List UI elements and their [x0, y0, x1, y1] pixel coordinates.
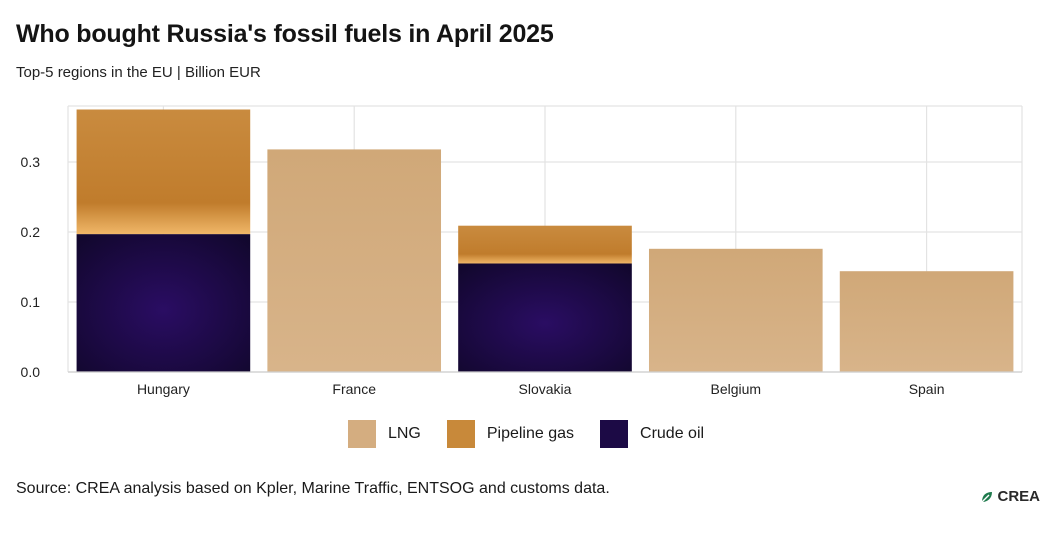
y-tick-label: 0.1	[21, 294, 41, 310]
chart-subtitle: Top-5 regions in the EU | Billion EUR	[16, 64, 261, 81]
crea-leaf-icon	[981, 491, 993, 502]
legend-swatch-pipeline-gas	[446, 420, 475, 448]
legend: LNG Pipeline gas Crude oil	[0, 420, 1052, 448]
x-tick-label-spain: Spain	[909, 381, 945, 397]
legend-swatch-lng	[347, 420, 376, 448]
y-tick-label: 0.2	[21, 224, 41, 240]
legend-label-pipeline-gas: Pipeline gas	[486, 425, 575, 442]
legend-item-pipeline-gas: Pipeline gas	[446, 420, 575, 448]
bar-hungary-crude-oil	[76, 234, 251, 372]
x-tick-label-belgium: Belgium	[711, 381, 762, 397]
bar-slovakia-crude-oil	[458, 263, 632, 372]
axes: 0.0 0.1 0.2 0.3 Hungary France Slovakia Belgium…	[21, 154, 1022, 397]
x-tick-label-france: France	[332, 381, 376, 397]
x-tick-label-slovakia: Slovakia	[519, 381, 572, 397]
bar-chart: 0.0 0.1 0.2 0.3 Hungary France Slovakia Belgium…	[21, 105, 1023, 397]
bars	[76, 109, 1014, 372]
legend-item-crude-oil: Crude oil	[600, 420, 704, 448]
bar-hungary-pipeline-gas	[76, 109, 251, 235]
legend-item-lng: LNG	[347, 420, 421, 448]
bar-france-lng	[267, 149, 442, 372]
crea-logo: CREA	[980, 488, 1040, 505]
legend-label-lng: LNG	[387, 425, 421, 442]
x-tick-label-hungary: Hungary	[137, 381, 190, 397]
bar-spain-lng	[839, 271, 1014, 372]
legend-swatch-crude-oil	[600, 420, 629, 448]
y-tick-label: 0.3	[21, 154, 41, 170]
legend-label-crude-oil: Crude oil	[640, 425, 705, 442]
crea-logo-text: CREA	[997, 488, 1040, 505]
bar-belgium-lng	[648, 248, 823, 372]
bar-slovakia-pipeline-gas	[458, 225, 632, 264]
y-tick-label: 0.0	[21, 364, 41, 380]
chart-title: Who bought Russia's fossil fuels in Apri…	[16, 20, 554, 48]
source-note: Source: CREA analysis based on Kpler, Ma…	[16, 480, 610, 497]
